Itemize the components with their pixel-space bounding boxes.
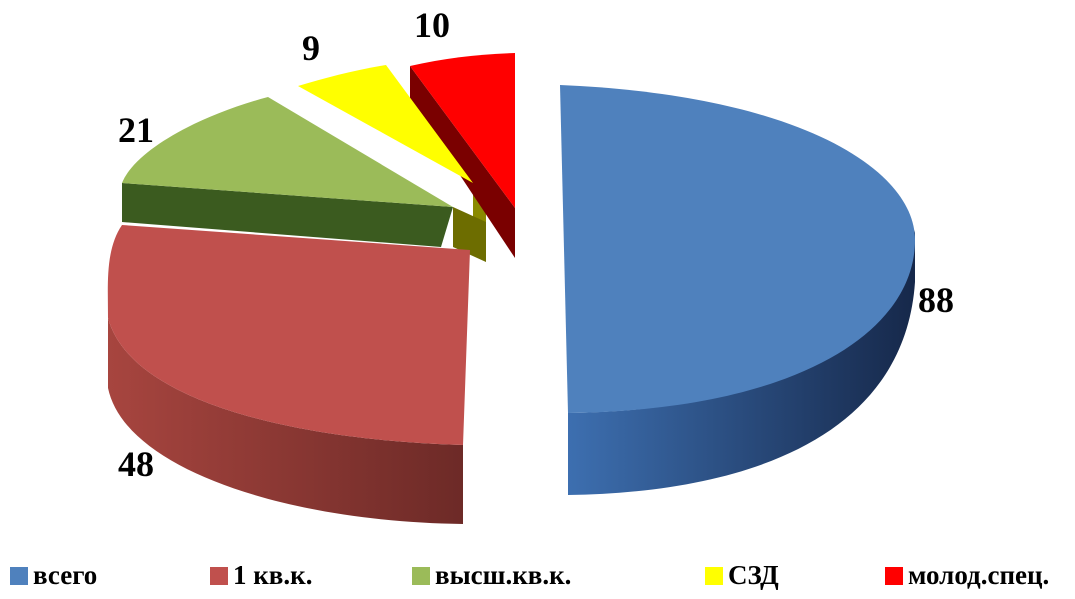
legend-item-molod: молод.спец.: [885, 560, 1049, 591]
slice-side-vsego: [568, 230, 915, 495]
legend-item-vsego: всего: [10, 560, 97, 591]
legend-label: 1 кв.к.: [233, 560, 313, 590]
slice-tops: [107, 53, 915, 445]
data-labels: 88 48 21 9 10: [118, 5, 954, 484]
legend: всего 1 кв.к. высш.кв.к. СЗД молод.спец.: [0, 560, 1075, 596]
legend-swatch: [412, 566, 430, 585]
data-label-molod: 10: [414, 5, 450, 45]
slice-molod: [410, 53, 515, 208]
slice-sides: [108, 66, 915, 524]
legend-swatch: [705, 566, 723, 585]
slice-side-1kvk: [108, 318, 463, 524]
data-label-1kvk: 48: [118, 444, 154, 484]
data-label-vsego: 88: [918, 280, 954, 320]
legend-label: высш.кв.к.: [435, 560, 572, 590]
legend-swatch: [210, 566, 228, 585]
legend-item-1kvk: 1 кв.к.: [210, 560, 312, 591]
slice-szd: [298, 65, 473, 183]
data-label-szd: 9: [302, 28, 320, 68]
slice-side-vyssh: [122, 183, 453, 247]
slice-vyssh: [122, 97, 453, 207]
legend-item-szd: СЗД: [705, 560, 779, 591]
legend-label: молод.спец.: [908, 560, 1050, 590]
legend-label: СЗД: [728, 560, 779, 590]
slice-side-molod: [410, 66, 515, 258]
slice-1kvk: [107, 225, 470, 445]
data-label-vyssh: 21: [118, 110, 154, 150]
legend-swatch: [885, 566, 903, 585]
legend-swatch: [10, 566, 28, 585]
legend-label: всего: [33, 560, 98, 590]
slice-side-szd-front: [453, 207, 486, 262]
slice-vsego: [560, 85, 915, 413]
legend-item-vyssh: высш.кв.к.: [412, 560, 571, 591]
